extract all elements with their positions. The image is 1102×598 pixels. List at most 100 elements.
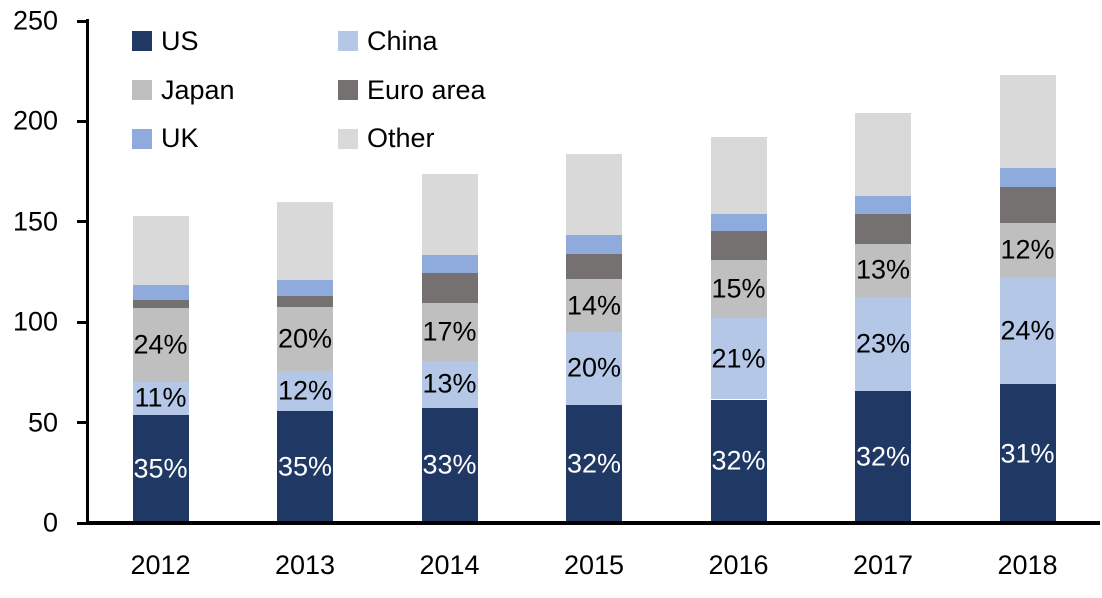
y-tick-mark-150	[77, 220, 89, 224]
bar-segment-euro-area-2015	[566, 253, 622, 280]
y-tick-mark-100	[77, 320, 89, 324]
bar-segment-japan-2014: 17%	[421, 303, 478, 362]
y-tick-mark-200	[77, 119, 89, 123]
bar-segment-euro-area-2016	[710, 230, 767, 260]
segment-percent-label-japan-2012: 24%	[133, 329, 188, 360]
bar-segment-euro-area-2012	[132, 299, 189, 308]
y-tick-mark-250	[77, 19, 89, 23]
segment-percent-label-china-2015: 20%	[566, 352, 622, 383]
legend-label-uk: UK	[161, 123, 199, 153]
bar-segment-us-2015: 32%	[566, 404, 622, 523]
bar-segment-euro-area-2014	[421, 273, 478, 304]
bar-segment-china-2013: 12%	[277, 371, 333, 411]
bar-segment-us-2014: 33%	[421, 407, 478, 523]
segment-percent-label-us-2017: 32%	[855, 441, 911, 472]
segment-percent-label-japan-2018: 12%	[1000, 234, 1055, 265]
y-axis-line	[86, 19, 89, 525]
bar-segment-china-2015: 20%	[566, 332, 622, 405]
segment-percent-label-china-2017: 23%	[855, 328, 911, 359]
x-tick-label-2016: 2016	[708, 550, 769, 580]
legend-swatch-us	[132, 31, 152, 51]
segment-percent-label-china-2018: 24%	[1000, 315, 1055, 346]
y-tick-label-0: 0	[42, 507, 58, 538]
legend-swatch-china	[338, 31, 358, 51]
bar-segment-uk-2016	[710, 213, 767, 231]
bar-segment-other-2018	[999, 75, 1056, 168]
bar-segment-uk-2013	[277, 280, 333, 297]
bar-segment-china-2018: 24%	[999, 277, 1056, 385]
bar-segment-japan-2012: 24%	[132, 307, 189, 382]
y-tick-label-150: 150	[12, 206, 58, 237]
legend-item-euro-area: Euro area	[338, 75, 486, 105]
x-tick-label-2017: 2017	[852, 550, 914, 580]
bar-segment-japan-2013: 20%	[277, 307, 333, 372]
segment-percent-label-china-2012: 11%	[134, 382, 187, 413]
legend-label-euro-area: Euro area	[367, 74, 486, 105]
legend-label-other: Other	[367, 123, 435, 153]
bar-segment-other-2014	[421, 173, 478, 255]
legend-swatch-japan	[132, 80, 152, 100]
bar-segment-uk-2014	[421, 254, 478, 273]
bar-segment-euro-area-2017	[855, 213, 911, 244]
segment-percent-label-japan-2016: 15%	[711, 273, 766, 304]
segment-percent-label-japan-2013: 20%	[277, 323, 333, 354]
legend-item-uk: UK	[132, 124, 199, 154]
segment-percent-label-japan-2015: 14%	[566, 290, 622, 321]
bar-segment-uk-2012	[132, 284, 189, 300]
x-tick-label-2015: 2015	[563, 550, 625, 580]
bar-segment-us-2012: 35%	[132, 415, 189, 523]
legend-item-japan: Japan	[132, 75, 235, 105]
legend-item-other: Other	[338, 124, 435, 154]
bar-segment-china-2014: 13%	[421, 361, 478, 408]
bar-segment-euro-area-2013	[277, 296, 333, 308]
y-tick-label-50: 50	[27, 407, 58, 438]
bar-segment-other-2013	[277, 201, 333, 281]
legend-item-us: US	[132, 26, 199, 56]
segment-percent-label-us-2018: 31%	[1000, 438, 1055, 469]
bar-segment-us-2017: 32%	[855, 391, 911, 523]
bar-segment-china-2017: 23%	[855, 297, 911, 392]
bar-segment-euro-area-2018	[999, 186, 1056, 223]
bar-segment-us-2018: 31%	[999, 384, 1056, 523]
segment-percent-label-us-2013: 35%	[277, 451, 333, 482]
bar-segment-japan-2017: 13%	[855, 243, 911, 298]
x-tick-label-2014: 2014	[419, 550, 480, 580]
x-tick-label-2013: 2013	[274, 550, 336, 580]
bar-segment-uk-2018	[999, 167, 1056, 187]
y-tick-label-250: 250	[12, 5, 58, 36]
segment-percent-label-us-2014: 33%	[422, 449, 477, 480]
bar-segment-japan-2015: 14%	[566, 279, 622, 333]
segment-percent-label-japan-2014: 17%	[422, 316, 477, 347]
segment-percent-label-china-2014: 13%	[422, 368, 477, 399]
bar-segment-china-2016: 21%	[710, 318, 767, 400]
bar-segment-other-2017	[855, 113, 911, 196]
y-tick-label-200: 200	[12, 105, 58, 136]
legend-label-us: US	[161, 25, 199, 56]
bar-segment-china-2012: 11%	[132, 381, 189, 416]
legend-label-japan: Japan	[161, 74, 235, 105]
bar-segment-uk-2017	[855, 195, 911, 214]
legend-label-china: China	[367, 25, 438, 56]
segment-percent-label-us-2015: 32%	[566, 448, 622, 479]
bar-segment-uk-2015	[566, 234, 622, 254]
segment-percent-label-china-2016: 21%	[711, 343, 766, 374]
bar-segment-other-2016	[710, 137, 767, 214]
legend-swatch-uk	[132, 128, 152, 149]
y-tick-mark-50	[77, 421, 89, 425]
segment-percent-label-us-2012: 35%	[133, 453, 188, 484]
bar-segment-us-2016: 32%	[710, 399, 767, 523]
bar-segment-us-2013: 35%	[277, 410, 333, 523]
segment-percent-label-japan-2017: 13%	[855, 254, 911, 285]
x-axis-line	[86, 521, 1100, 525]
legend-swatch-other	[338, 128, 358, 149]
legend-swatch-euro-area	[338, 80, 358, 100]
bar-segment-japan-2018: 12%	[999, 222, 1056, 277]
x-tick-label-2012: 2012	[130, 550, 191, 580]
bar-segment-japan-2016: 15%	[710, 259, 767, 319]
legend-item-china: China	[338, 26, 438, 56]
bar-segment-other-2012	[132, 215, 189, 285]
segment-percent-label-us-2016: 32%	[711, 445, 766, 476]
y-tick-label-100: 100	[12, 306, 58, 337]
y-tick-mark-0	[77, 521, 89, 525]
